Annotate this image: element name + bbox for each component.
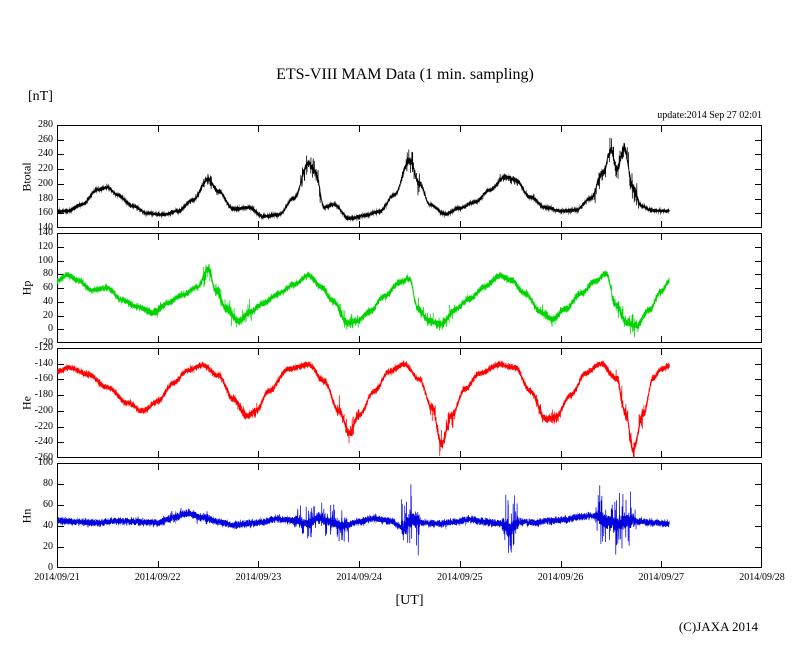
x-tick-label: 2014/09/27 [638,572,685,583]
y-tick-label-btotal: 140 [38,222,53,233]
x-tick-label: 2014/09/25 [437,572,483,583]
y-tick-label-hn: 20 [43,541,53,552]
x-tick-label: 2014/09/22 [134,572,181,583]
y-tick-label-he: -120 [34,342,53,353]
y-tick-label-hp: -20 [39,337,53,348]
y-tick-label-btotal: 200 [38,177,53,189]
y-axis-unit-label: [nT] [28,89,53,104]
y-tick-label-hn: 0 [48,562,53,573]
trace-canvas-btotal [57,125,762,228]
chart-title: ETS-VIII MAM Data (1 min. sampling) [276,66,534,83]
y-tick-label-he: -180 [34,389,53,401]
y-tick-label-hp: 40 [43,295,53,307]
y-tick-label-hp: 60 [43,282,53,293]
trace-canvas-he [57,348,762,458]
y-tick-label-hn: 40 [43,520,53,531]
x-tick-label: 2014/09/28 [739,572,785,583]
update-timestamp: update:2014 Sep 27 02:01 [657,110,762,121]
y-tick-label-hn: 80 [43,478,53,489]
trace-canvas-hn [57,463,762,568]
y-tick-label-btotal: 160 [38,207,53,219]
y-tick-label-btotal: 280 [38,119,53,130]
y-tick-label-btotal: 180 [38,192,53,204]
panel-hp [57,233,762,343]
panel-hn [57,463,762,568]
trace-canvas-hp [57,233,762,343]
y-tick-label-hn: 60 [43,499,53,510]
y-tick-label-he: -200 [34,404,53,416]
y-tick-label-hn: 100 [38,457,53,468]
y-tick-label-btotal: 220 [38,163,53,175]
y-tick-label-hp: 140 [38,227,53,238]
panel-btotal [57,125,762,228]
y-tick-label-he: -240 [34,436,53,448]
x-tick-label: 2014/09/26 [537,572,584,583]
x-axis-title: [UT] [395,593,424,608]
y-tick-label-he: -220 [34,420,53,432]
y-tick-label-hp: 120 [38,240,53,252]
y-tick-label-hp: 0 [48,323,53,335]
y-tick-label-he: -140 [34,357,53,369]
copyright-notice: (C)JAXA 2014 [678,619,758,634]
x-tick-label: 2014/09/23 [235,572,282,583]
x-tick-label: 2014/09/21 [34,572,80,583]
y-tick-label-hp: 20 [43,309,53,321]
y-tick-label-hp: 100 [38,254,53,266]
y-tick-label-btotal: 240 [38,148,53,160]
panel-he [57,348,762,458]
y-tick-label-hp: 80 [43,268,53,280]
x-tick-label: 2014/09/24 [336,572,382,583]
y-tick-label-he: -260 [34,452,53,463]
y-tick-label-btotal: 260 [38,133,53,145]
y-tick-label-he: -160 [34,373,53,385]
